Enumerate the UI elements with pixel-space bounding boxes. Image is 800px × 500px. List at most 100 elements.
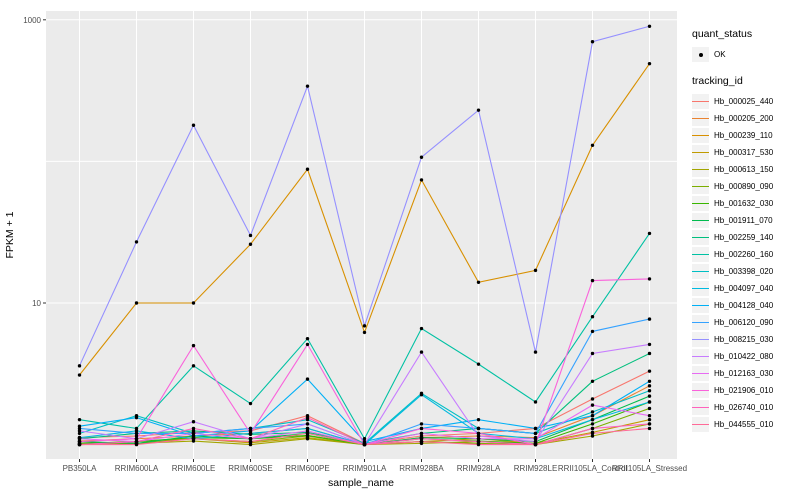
data-point	[590, 278, 595, 283]
data-point	[476, 439, 481, 444]
data-point	[533, 268, 538, 273]
quant-status-legend-title: quant_status	[692, 28, 753, 40]
data-point	[419, 326, 424, 331]
legend-item-label: Hb_006120_090	[714, 318, 774, 327]
data-point	[191, 437, 196, 441]
y-tick-label: 1000	[23, 16, 41, 25]
legend-item-label: Hb_000890_090	[714, 182, 774, 191]
legend-key-icon	[692, 162, 709, 177]
data-point	[362, 437, 367, 441]
legend-key-icon	[692, 298, 709, 313]
data-point	[362, 439, 367, 444]
data-point	[476, 362, 481, 366]
legend-key-icon	[692, 128, 709, 143]
data-point	[476, 280, 481, 285]
data-point	[533, 442, 538, 447]
legend-item-label: Hb_003398_020	[714, 267, 774, 276]
data-point	[191, 434, 196, 438]
data-point	[191, 301, 196, 305]
legend-item: Hb_004097_040	[692, 280, 798, 297]
legend-key-icon	[692, 179, 709, 194]
data-point	[248, 242, 253, 246]
data-point	[134, 431, 139, 436]
legend-item: Hb_000239_110	[692, 127, 798, 144]
legend-key-icon	[692, 417, 709, 432]
x-axis-title: sample_name	[328, 477, 394, 489]
legend-key-icon	[692, 230, 709, 245]
data-point	[305, 415, 310, 420]
legend-item: Hb_010422_080	[692, 348, 798, 365]
data-point	[305, 422, 310, 426]
legend-key-icon	[692, 281, 709, 296]
data-point	[77, 431, 82, 436]
legend-item-label: Hb_000613_150	[714, 165, 774, 174]
data-point	[476, 426, 481, 431]
x-tick-label: RRIM928LA	[457, 464, 501, 473]
data-point	[134, 442, 139, 447]
legend-item: Hb_008215_030	[692, 331, 798, 348]
data-point	[191, 343, 196, 348]
legend-item: Hb_000613_150	[692, 161, 798, 178]
data-point	[590, 397, 595, 401]
data-point	[248, 439, 253, 444]
data-point	[77, 417, 82, 422]
data-point	[248, 437, 253, 441]
legend-item-label: Hb_002260_160	[714, 250, 774, 259]
data-point	[191, 431, 196, 436]
legend-item: Hb_026740_010	[692, 399, 798, 416]
data-point	[590, 422, 595, 426]
x-tick-label: RRIM600LA	[115, 464, 159, 473]
legend-item: Hb_012163_030	[692, 365, 798, 382]
legend-key-icon	[692, 315, 709, 330]
data-point	[191, 426, 196, 431]
x-tick-label: RRII105LA_Control	[558, 464, 628, 473]
data-point	[305, 431, 310, 436]
legend-item: Hb_044555_010	[692, 416, 798, 433]
legend-item: Hb_006120_090	[692, 314, 798, 331]
data-point	[590, 413, 595, 418]
data-point	[590, 315, 595, 319]
data-point	[590, 431, 595, 436]
data-point	[305, 437, 310, 441]
quant-status-legend-item: OK	[692, 46, 798, 63]
x-tick-label: RRII105LA_Stressed	[612, 464, 687, 473]
legend-key-icon	[692, 400, 709, 415]
legend-item-label: Hb_026740_010	[714, 403, 774, 412]
quant-status-legend: quant_status OK	[692, 28, 798, 63]
data-point	[191, 123, 196, 127]
data-point	[191, 364, 196, 368]
legend-item: Hb_000890_090	[692, 178, 798, 195]
data-point	[533, 439, 538, 444]
data-point	[647, 417, 652, 422]
legend: quant_status OK tracking_id Hb_000025_44…	[692, 28, 798, 445]
legend-item: Hb_000025_440	[692, 93, 798, 110]
quant-status-legend-label: OK	[714, 50, 726, 59]
x-tick-label: PB350LA	[63, 464, 97, 473]
legend-item-label: Hb_004128_040	[714, 301, 774, 310]
plot-panel	[46, 11, 677, 459]
data-point	[647, 351, 652, 356]
data-point	[419, 393, 424, 397]
data-point	[476, 431, 481, 436]
data-point	[647, 384, 652, 388]
data-point	[590, 379, 595, 383]
legend-item-label: Hb_000205_200	[714, 114, 774, 123]
data-point	[533, 437, 538, 441]
data-point	[134, 429, 139, 433]
data-point	[248, 431, 253, 436]
data-point	[248, 233, 253, 238]
data-point	[590, 329, 595, 334]
legend-item: Hb_004128_040	[692, 297, 798, 314]
legend-item: Hb_000317_530	[692, 144, 798, 161]
data-point	[134, 434, 139, 438]
legend-item-label: Hb_001632_030	[714, 199, 774, 208]
data-point	[590, 434, 595, 438]
data-point	[647, 379, 652, 383]
data-point	[248, 426, 253, 431]
data-point	[647, 277, 652, 281]
data-point	[305, 377, 310, 381]
x-tick-label: RRIM600LE	[172, 464, 216, 473]
data-point	[419, 437, 424, 441]
